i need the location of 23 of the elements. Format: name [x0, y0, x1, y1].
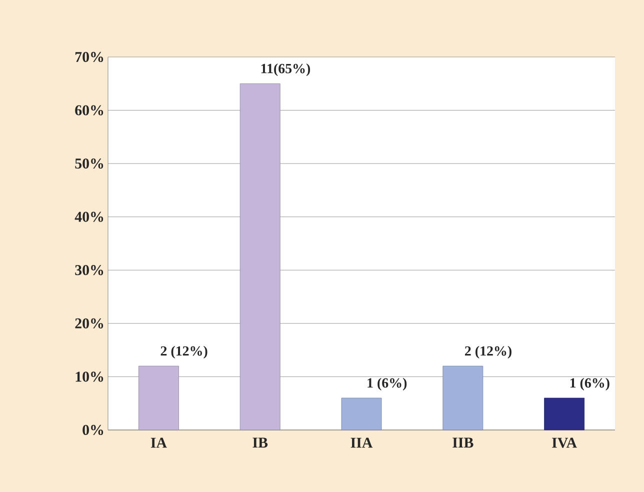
y-tick-label: 30%	[75, 265, 104, 276]
data-label: 1 (6%)	[570, 378, 610, 390]
x-tick-label: IVA	[552, 438, 577, 448]
x-tick-label: IA	[150, 438, 167, 448]
x-tick-label: IB	[252, 438, 268, 448]
bar	[544, 398, 585, 430]
y-tick-label: 40%	[74, 212, 104, 222]
bar	[341, 398, 382, 430]
data-label: 2 (12%)	[465, 346, 512, 359]
y-tick-label: 20%	[75, 318, 104, 328]
data-label: 11(65%)	[261, 63, 310, 76]
x-tick-label: IIA	[350, 438, 373, 448]
bar	[442, 366, 484, 430]
bar	[240, 83, 280, 430]
data-label: 2 (12%)	[160, 346, 208, 359]
y-tick-label: 10%	[76, 372, 104, 382]
bar	[138, 366, 179, 430]
y-tick-label: 50%	[75, 158, 104, 169]
y-tick-label: 60%	[75, 105, 104, 116]
x-tick-label: IIB	[452, 438, 474, 448]
y-tick-label: 0%	[82, 424, 104, 436]
data-label: 1 (6%)	[368, 378, 407, 390]
y-tick-label: 70%	[75, 52, 104, 62]
